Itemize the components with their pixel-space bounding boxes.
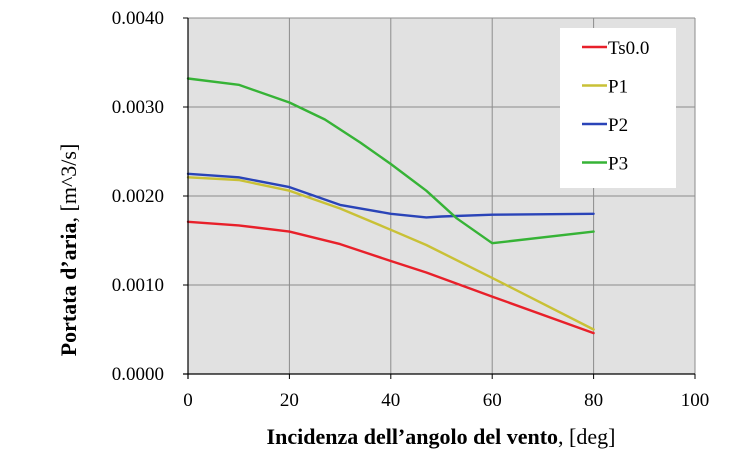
legend-label: P3 [608,154,628,175]
series-line-p1 [186,176,595,331]
series-line-p2 [186,172,595,219]
x-tick-label: 80 [584,390,603,411]
series-line-ts0-0 [186,220,595,335]
series-line-p3 [186,77,595,245]
x-tick-label: 100 [681,390,710,411]
legend-label: P1 [608,77,628,98]
y-tick-label: 0.0040 [112,8,164,29]
legend-box [560,28,676,188]
legend-label: P2 [608,115,628,136]
y-tick-label: 0.0010 [112,275,164,296]
y-tick-label: 0.0030 [112,97,164,118]
x-tick-label: 0 [183,390,193,411]
legend: Ts0.0 P1 P2 P3 [582,38,649,175]
y-tick-label: 0.0020 [112,186,164,207]
x-tick-label: 60 [483,390,502,411]
x-tick-label: 40 [381,390,400,411]
axes [183,17,696,379]
x-tick-labels: 0 20 40 60 80 100 [183,390,709,411]
x-axis-title: Incidenza dell’angolo del vento, [deg] [267,424,616,449]
y-tick-label: 0.0000 [112,364,164,385]
x-tick-label: 20 [280,390,299,411]
y-tick-labels: 0.0000 0.0010 0.0020 0.0030 0.0040 [112,8,164,385]
legend-label: Ts0.0 [608,38,649,59]
series-lines [186,77,595,335]
y-axis-title: Portata d’aria, [m^3/s] [56,144,81,357]
